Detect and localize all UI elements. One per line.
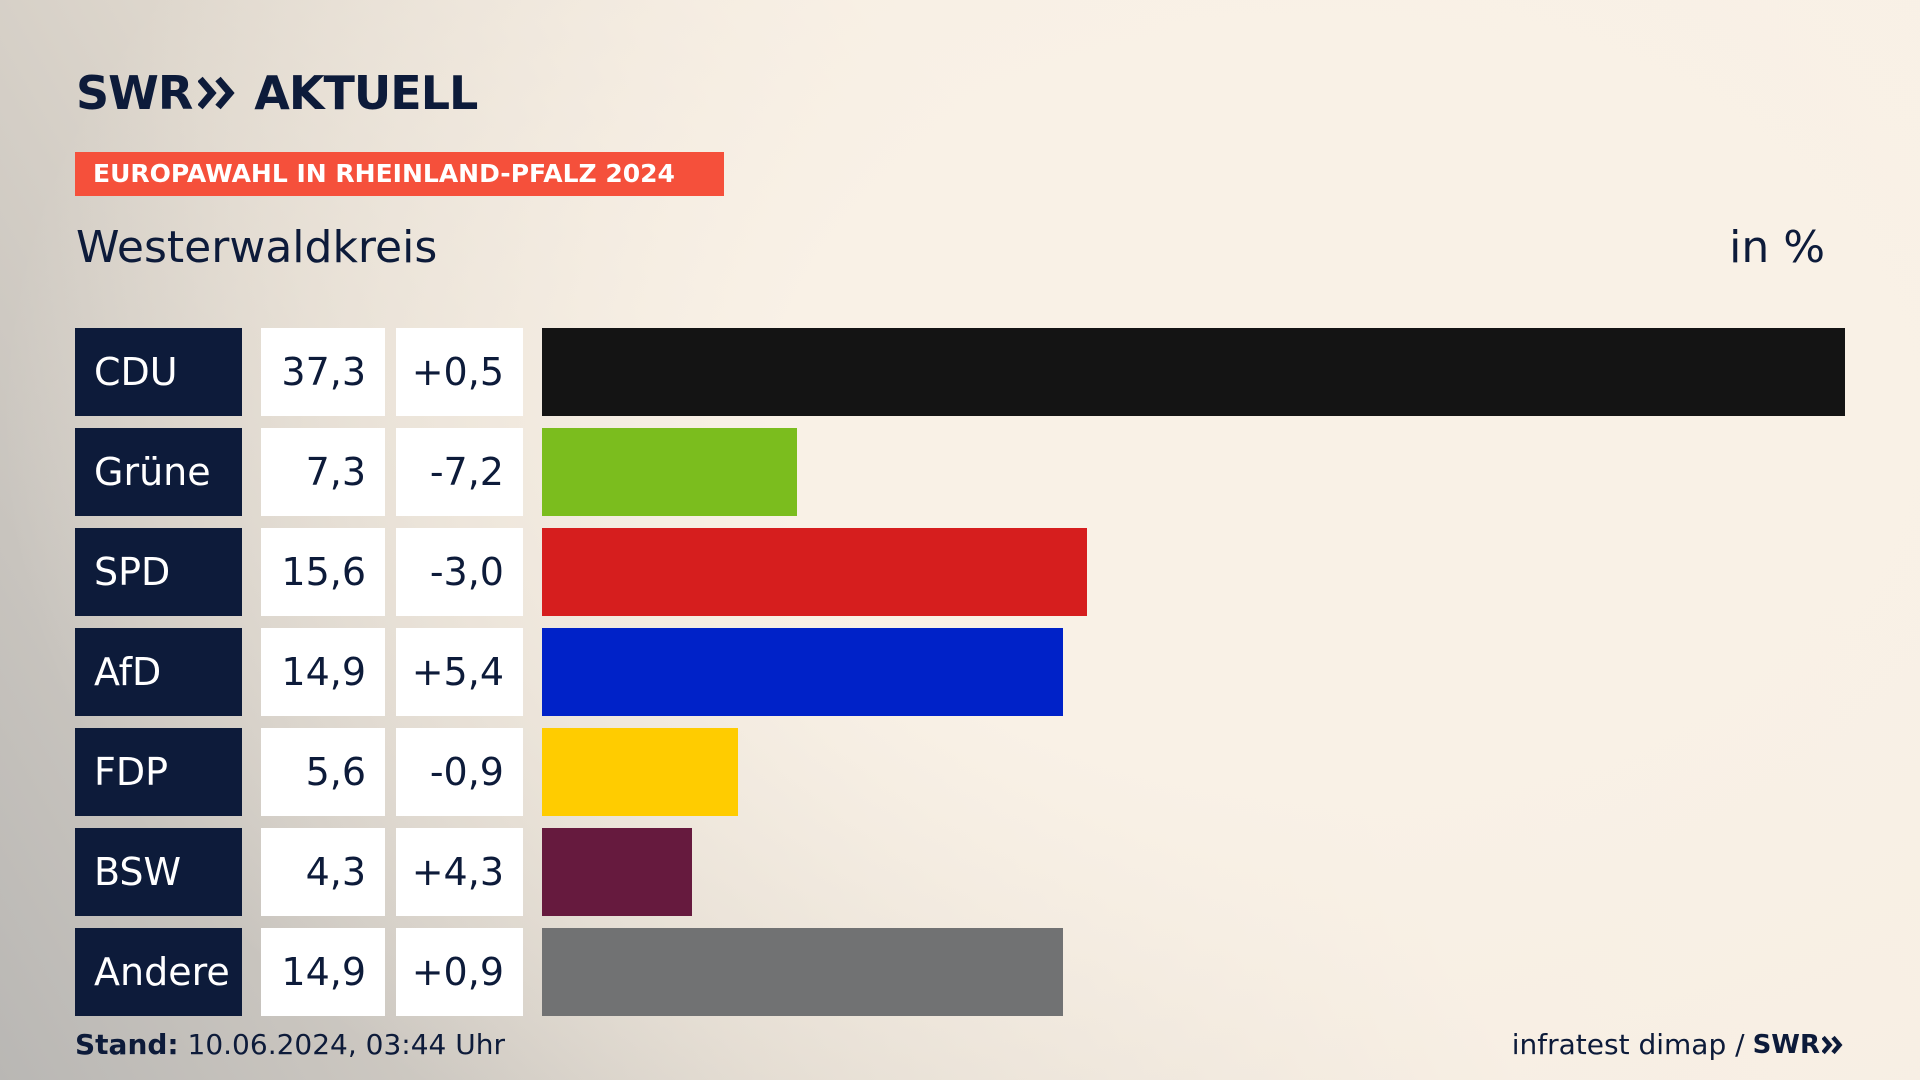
- change-label: +4,3: [396, 828, 523, 916]
- source-chevrons: [1822, 1035, 1843, 1054]
- source-logo: SWR: [1752, 1029, 1820, 1060]
- bar: [542, 528, 1087, 616]
- change-label: -0,9: [396, 728, 523, 816]
- bar: [542, 928, 1063, 1016]
- bar: [542, 828, 693, 916]
- party-label: AfD: [75, 628, 242, 716]
- logo: SWR AKTUELL: [76, 66, 478, 120]
- party-label: CDU: [75, 328, 242, 416]
- change-label: -7,2: [396, 428, 523, 516]
- bar: [542, 728, 738, 816]
- chart-title: Westerwaldkreis: [76, 222, 438, 273]
- value-label: 15,6: [261, 528, 385, 616]
- change-label: -3,0: [396, 528, 523, 616]
- value-label: 5,6: [261, 728, 385, 816]
- change-label: +0,5: [396, 328, 523, 416]
- change-label: +0,9: [396, 928, 523, 1016]
- unit: in %: [1729, 222, 1825, 273]
- party-label: BSW: [75, 828, 242, 916]
- party-label: SPD: [75, 528, 242, 616]
- source-text: infratest dimap /: [1511, 1028, 1745, 1061]
- logo-suffix: AKTUELL: [254, 66, 478, 120]
- party-label: FDP: [75, 728, 242, 816]
- stand: Stand: 10.06.2024, 03:44 Uhr: [75, 1028, 505, 1061]
- bar: [542, 428, 797, 516]
- value-label: 4,3: [261, 828, 385, 916]
- bar: [542, 328, 1845, 416]
- banner: EUROPAWAHL IN RHEINLAND-PFALZ 2024: [75, 152, 724, 196]
- party-label: Andere: [75, 928, 242, 1016]
- stand-label: Stand:: [75, 1028, 179, 1061]
- value-label: 37,3: [261, 328, 385, 416]
- source: infratest dimap / SWR: [1512, 1028, 1844, 1061]
- value-label: 7,3: [261, 428, 385, 516]
- change-label: +5,4: [396, 628, 523, 716]
- chevrons: [198, 76, 235, 110]
- party-label: Grüne: [75, 428, 242, 516]
- logo-text: SWR: [76, 66, 193, 120]
- value-label: 14,9: [261, 628, 385, 716]
- value-label: 14,9: [261, 928, 385, 1016]
- bar: [542, 628, 1063, 716]
- stand-date: 10.06.2024, 03:44 Uhr: [187, 1028, 505, 1061]
